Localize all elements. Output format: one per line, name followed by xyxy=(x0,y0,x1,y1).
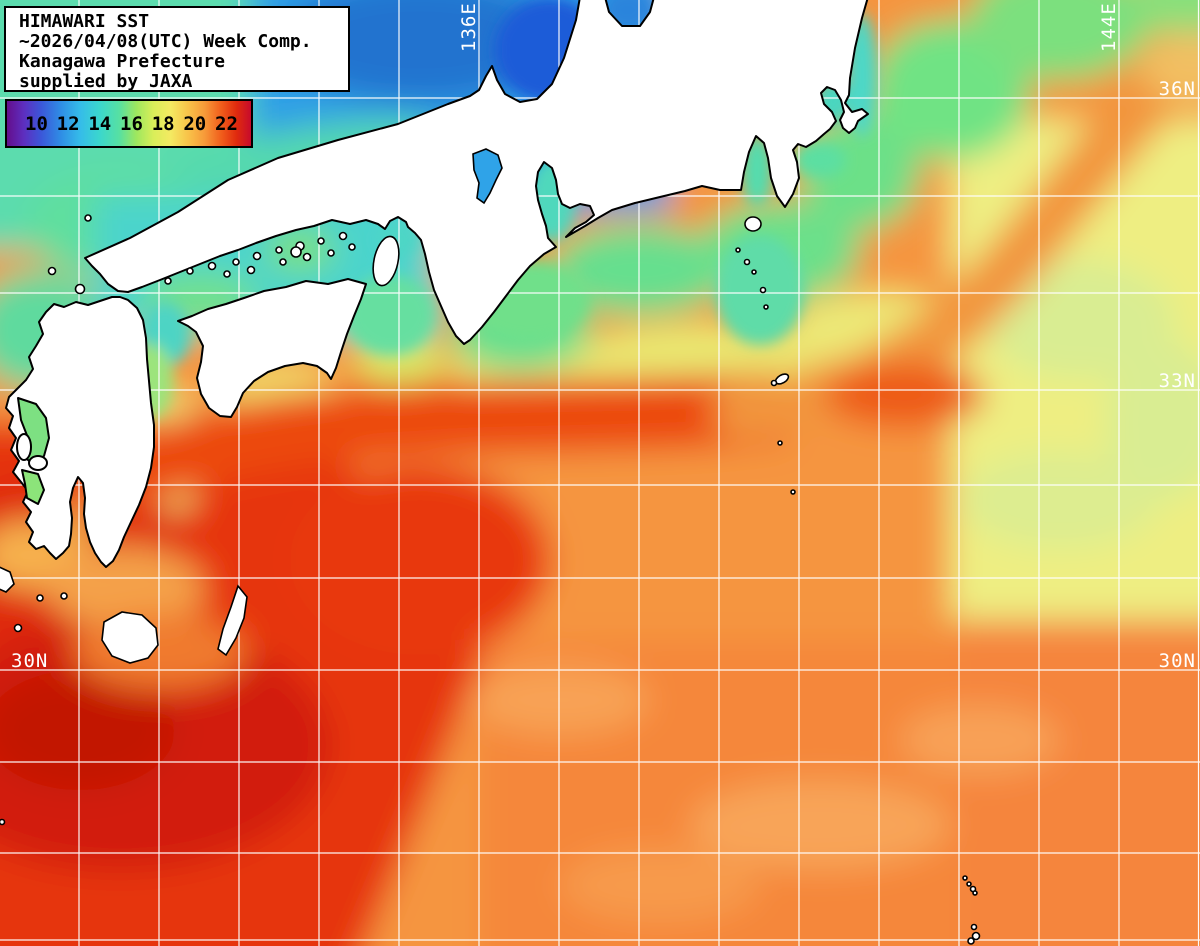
title-line-product: HIMAWARI SST xyxy=(19,11,150,32)
colorbar-tick: 12 xyxy=(56,112,80,135)
kii-channel-water xyxy=(345,275,435,355)
colorbar-tick: 18 xyxy=(151,112,175,135)
title-line-credit: supplied by JAXA xyxy=(19,71,193,92)
awaji-island xyxy=(372,235,400,287)
sagami-bay-water xyxy=(794,142,846,178)
colorbar-tick: 20 xyxy=(183,112,207,135)
meridian-label-136e: 136E xyxy=(458,2,480,52)
title-line-date: ~2026/04/08(UTC) Week Comp. xyxy=(19,31,312,52)
shikoku-landmass xyxy=(177,278,367,418)
lake-biwa xyxy=(472,148,503,205)
colorbar-tick: 22 xyxy=(215,112,238,135)
meridian-label-144e: 144E xyxy=(1098,2,1120,52)
island-layer xyxy=(0,214,981,945)
colorbar-tick: 16 xyxy=(120,112,143,135)
amakusa-island-2 xyxy=(28,455,48,471)
koshikijima xyxy=(0,566,15,593)
parallel-label-30n-right: 30N xyxy=(1158,650,1196,672)
parallel-label-30n-left: 30N xyxy=(11,650,49,672)
temperature-colorbar: 10 12 14 16 18 20 22 xyxy=(5,99,253,148)
title-box: HIMAWARI SST ~2026/04/08(UTC) Week Comp.… xyxy=(4,6,350,92)
colorbar-tick: 10 xyxy=(25,112,48,135)
lake-layer xyxy=(472,148,503,205)
yatsushiro-sea xyxy=(21,469,45,505)
parallel-label-36n: 36N xyxy=(1158,78,1196,100)
parallel-label-33n: 33N xyxy=(1158,370,1196,392)
kyushu-landmass xyxy=(5,296,155,568)
izu-oshima xyxy=(744,216,762,232)
tanegashima xyxy=(217,584,248,657)
amakusa-island xyxy=(16,433,32,461)
yakushima xyxy=(101,611,159,664)
title-line-region: Kanagawa Prefecture xyxy=(19,51,225,72)
colorbar-tick: 14 xyxy=(88,112,112,135)
